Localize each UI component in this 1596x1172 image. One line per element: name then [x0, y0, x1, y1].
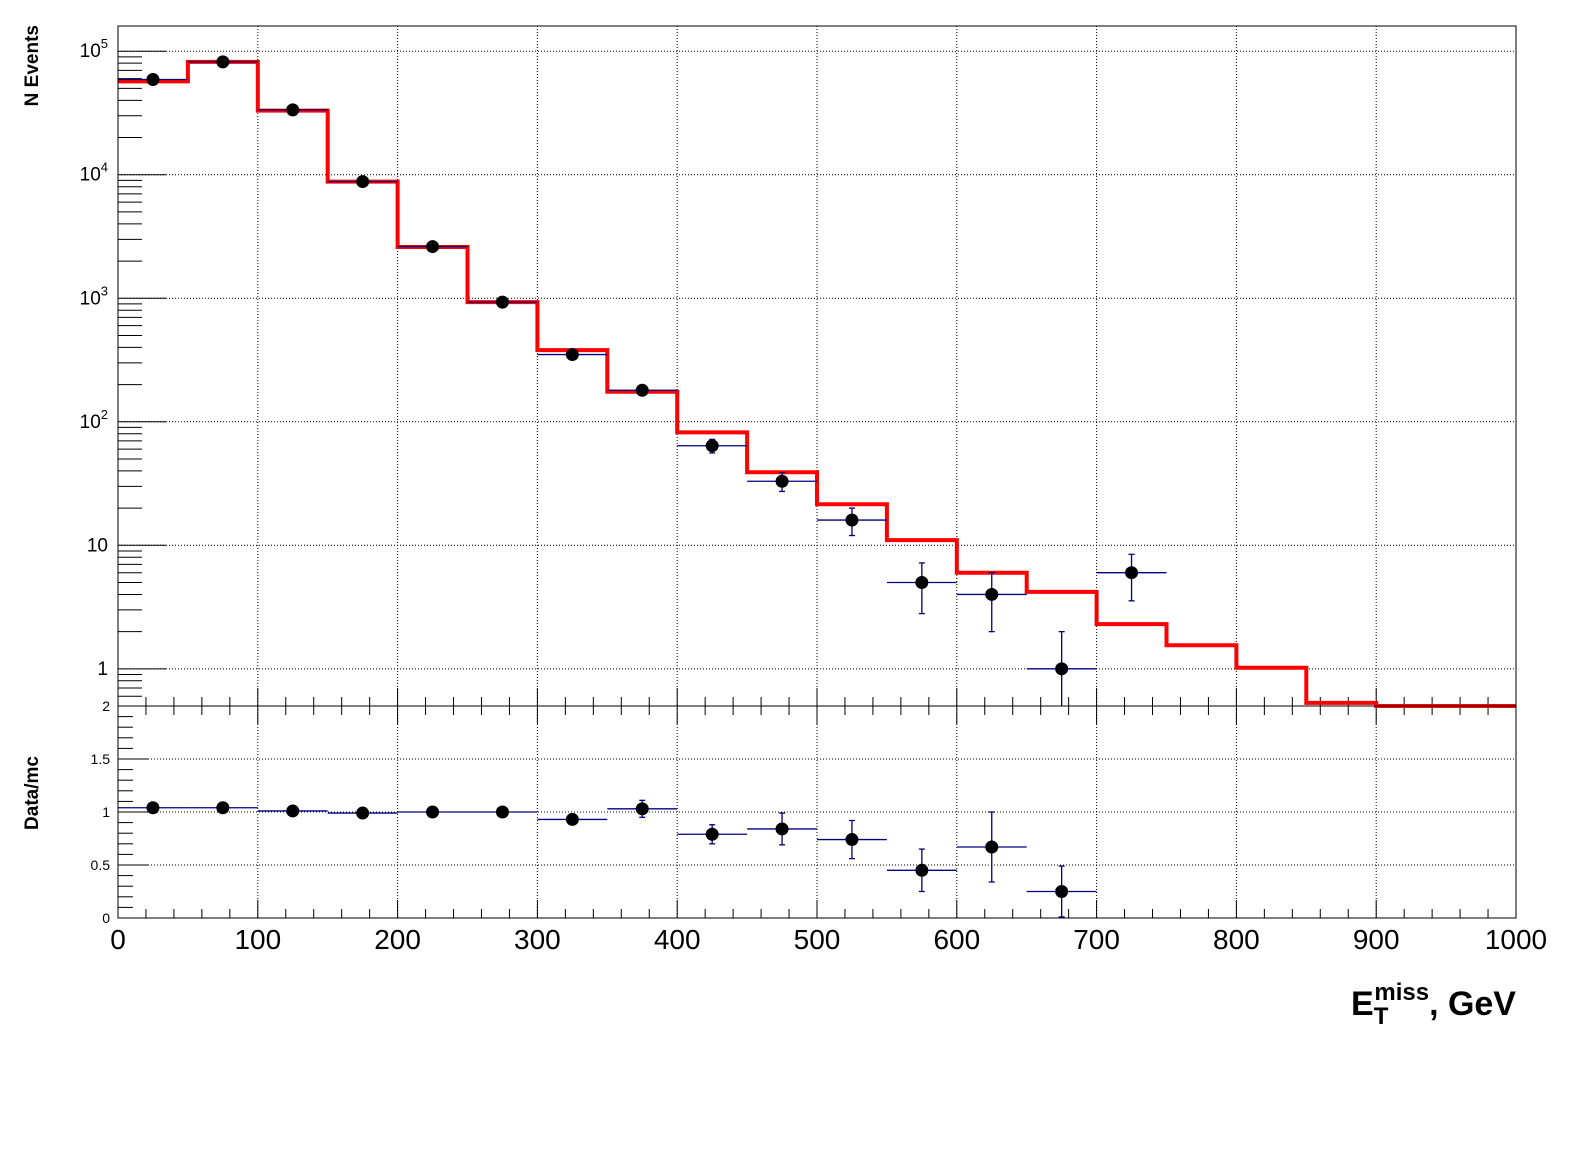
x-tick-label: 200 [374, 924, 421, 955]
data-point [118, 801, 188, 815]
marker [635, 383, 649, 397]
data-point [118, 73, 188, 87]
data-point [817, 507, 887, 537]
marker [565, 812, 579, 826]
marker [356, 175, 370, 189]
marker [146, 73, 160, 87]
y-tick-label: 102 [80, 407, 108, 433]
y-tick-label: 2 [102, 698, 110, 714]
data-point [1026, 865, 1097, 918]
bottom-panel-ticks [117, 705, 1517, 919]
data-point [956, 572, 1027, 633]
data-point [607, 799, 678, 818]
data-point [886, 848, 957, 893]
marker [985, 587, 999, 601]
bottom-panel-frame [117, 705, 1517, 919]
data-point [397, 240, 468, 254]
marker [775, 822, 789, 836]
data-point [467, 295, 538, 309]
data-point [1026, 630, 1097, 706]
marker [775, 474, 789, 488]
data-point [327, 806, 398, 820]
y-tick-label: 0.5 [91, 857, 111, 873]
marker [1055, 885, 1069, 898]
marker [426, 805, 440, 819]
x-tick-label: 900 [1353, 924, 1400, 955]
top-panel-ticks [117, 50, 1517, 707]
data-point [537, 812, 608, 826]
data-point [886, 562, 957, 615]
data-point [257, 103, 328, 117]
y-tick-label: 104 [80, 160, 108, 186]
marker [565, 348, 579, 362]
x-tick-label: 500 [794, 924, 841, 955]
x-tick-label: 0 [110, 924, 126, 955]
marker [426, 240, 440, 254]
x-axis-label: ETmiss, GeV [1351, 979, 1516, 1030]
data-point [817, 819, 887, 860]
data-point [956, 811, 1027, 883]
x-tick-label: 600 [933, 924, 980, 955]
marker [1125, 566, 1139, 580]
marker [356, 806, 370, 820]
marker [495, 805, 509, 819]
y-tick-label: 1.5 [91, 751, 111, 767]
marker [216, 801, 230, 815]
data-point [747, 812, 817, 846]
data-point [677, 438, 748, 454]
bottom-y-axis-label: Data/mc [22, 756, 43, 830]
marker [286, 103, 300, 117]
top-y-axis-label: N Events [22, 25, 43, 106]
marker [146, 801, 160, 815]
bottom-y-tick-labels: 0 0.5 1 1.5 2 [91, 698, 111, 926]
marker [705, 439, 719, 453]
marker [635, 802, 649, 816]
x-tick-label: 800 [1213, 924, 1260, 955]
marker [845, 833, 859, 847]
data-point [747, 472, 817, 493]
x-tick-label: 700 [1073, 924, 1120, 955]
y-tick-label: 105 [80, 36, 108, 62]
y-tick-label: 1 [102, 804, 110, 820]
marker [1055, 662, 1069, 676]
data-point [187, 55, 258, 69]
marker [216, 55, 230, 69]
data-point [607, 383, 678, 397]
data-point [257, 804, 328, 818]
x-tick-label: 400 [654, 924, 701, 955]
x-tick-label: 1000 [1485, 924, 1547, 955]
y-tick-label: 103 [80, 283, 108, 309]
ratio-points [118, 799, 1097, 918]
y-tick-label: 1 [97, 659, 108, 680]
data-point [187, 801, 258, 815]
marker [705, 827, 719, 841]
data-point [397, 805, 468, 819]
y-tick-label: 10 [87, 535, 108, 556]
marker [286, 804, 300, 818]
marker [845, 513, 859, 527]
data-point [537, 348, 608, 362]
data-point [327, 175, 398, 189]
marker [495, 295, 509, 309]
marker [985, 840, 999, 854]
top-y-tick-labels: 1 10 102 103 104 105 [80, 36, 108, 680]
marker [915, 863, 929, 877]
bottom-panel-grid [117, 705, 1517, 919]
data-point [467, 805, 538, 819]
data-point [1096, 553, 1167, 602]
data-point [677, 824, 748, 845]
marker [915, 575, 929, 589]
x-tick-labels: 0 100 200 300 400 500 600 700 800 900 1000 [110, 924, 1547, 955]
data-points [118, 55, 1167, 706]
x-tick-label: 300 [514, 924, 561, 955]
y-tick-label: 0 [102, 910, 110, 926]
x-tick-label: 100 [234, 924, 281, 955]
